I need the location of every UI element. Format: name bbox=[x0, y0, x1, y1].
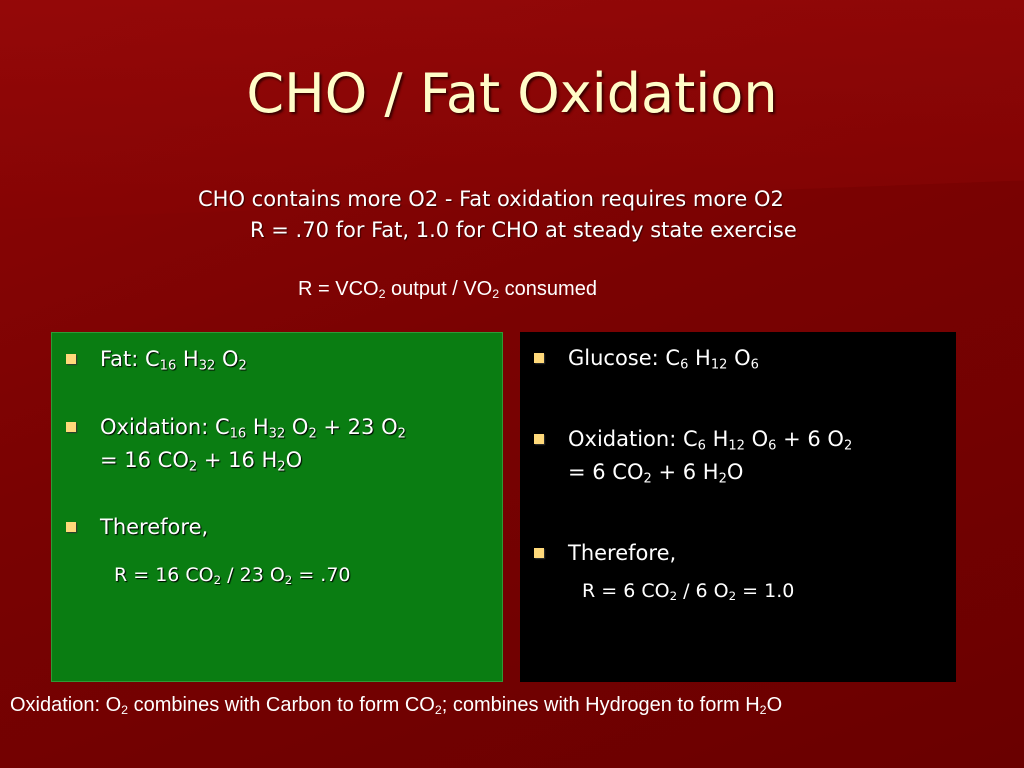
glucose-panel: Glucose: C6 H12 O6 Oxidation: C6 H12 O6 … bbox=[520, 332, 956, 682]
bullet-square-icon bbox=[534, 353, 544, 363]
bullet-square-icon bbox=[534, 548, 544, 558]
subtitle-oxygen-content: CHO contains more O2 - Fat oxidation req… bbox=[198, 187, 784, 211]
fat-r-result: R = 16 CO2 / 23 O2 = .70 bbox=[114, 564, 351, 587]
bullet-square-icon bbox=[66, 354, 76, 364]
fat-oxidation-item: Oxidation: C16 H32 O2 + 23 O2 = 16 CO2 + … bbox=[52, 411, 406, 477]
bullet-square-icon bbox=[534, 434, 544, 444]
slide-title: CHO / Fat Oxidation bbox=[246, 62, 778, 125]
subtitle-r-values: R = .70 for Fat, 1.0 for CHO at steady s… bbox=[250, 218, 797, 242]
oxidation-footnote: Oxidation: O2 combines with Carbon to fo… bbox=[10, 694, 783, 718]
fat-therefore-item: Therefore, bbox=[52, 511, 208, 544]
fat-formula-item: Fat: C16 H32 O2 bbox=[52, 343, 247, 376]
glucose-formula-item: Glucose: C6 H12 O6 bbox=[520, 342, 759, 375]
bullet-square-icon bbox=[66, 522, 76, 532]
background-wedge bbox=[0, 0, 1024, 220]
glucose-oxidation-item: Oxidation: C6 H12 O6 + 6 O2 = 6 CO2 + 6 H… bbox=[520, 423, 852, 489]
glucose-therefore-item: Therefore, bbox=[520, 537, 676, 570]
bullet-square-icon bbox=[66, 422, 76, 432]
r-definition: R = VCO2 output / VO2 consumed bbox=[298, 278, 597, 302]
fat-panel: Fat: C16 H32 O2 Oxidation: C16 H32 O2 + … bbox=[51, 332, 503, 682]
glucose-r-result: R = 6 CO2 / 6 O2 = 1.0 bbox=[582, 580, 795, 603]
